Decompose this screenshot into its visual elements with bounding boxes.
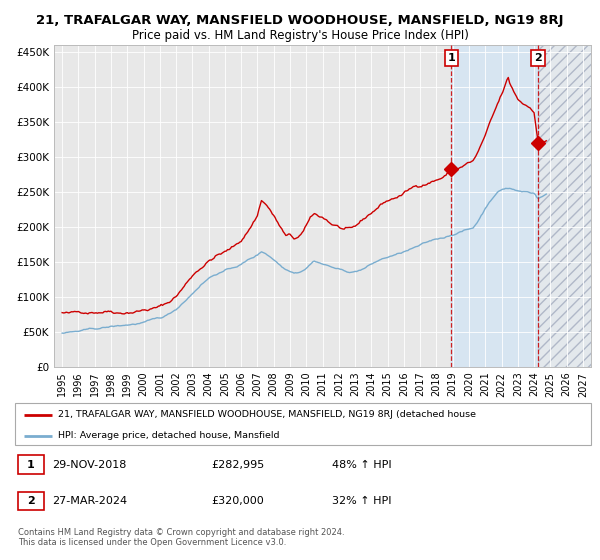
Bar	[538, 45, 591, 367]
Text: 27-MAR-2024: 27-MAR-2024	[52, 496, 128, 506]
Bar	[538, 45, 591, 367]
Text: 21, TRAFALGAR WAY, MANSFIELD WOODHOUSE, MANSFIELD, NG19 8RJ (detached house: 21, TRAFALGAR WAY, MANSFIELD WOODHOUSE, …	[58, 410, 476, 419]
Text: 1: 1	[27, 460, 35, 470]
FancyBboxPatch shape	[18, 492, 44, 510]
Text: £320,000: £320,000	[211, 496, 263, 506]
Text: Price paid vs. HM Land Registry's House Price Index (HPI): Price paid vs. HM Land Registry's House …	[131, 29, 469, 42]
Bar	[451, 45, 538, 367]
Text: £282,995: £282,995	[211, 460, 264, 470]
Text: 1: 1	[448, 53, 455, 63]
Text: 2: 2	[534, 53, 542, 63]
Text: This data is licensed under the Open Government Licence v3.0.: This data is licensed under the Open Gov…	[18, 538, 286, 547]
Text: 48% ↑ HPI: 48% ↑ HPI	[332, 460, 391, 470]
Text: HPI: Average price, detached house, Mansfield: HPI: Average price, detached house, Mans…	[58, 431, 280, 441]
Text: 21, TRAFALGAR WAY, MANSFIELD WOODHOUSE, MANSFIELD, NG19 8RJ: 21, TRAFALGAR WAY, MANSFIELD WOODHOUSE, …	[36, 14, 564, 27]
Text: 29-NOV-2018: 29-NOV-2018	[52, 460, 127, 470]
Text: 32% ↑ HPI: 32% ↑ HPI	[332, 496, 391, 506]
FancyBboxPatch shape	[15, 403, 591, 445]
Text: Contains HM Land Registry data © Crown copyright and database right 2024.: Contains HM Land Registry data © Crown c…	[18, 528, 344, 536]
Text: 2: 2	[27, 496, 35, 506]
FancyBboxPatch shape	[18, 455, 44, 474]
